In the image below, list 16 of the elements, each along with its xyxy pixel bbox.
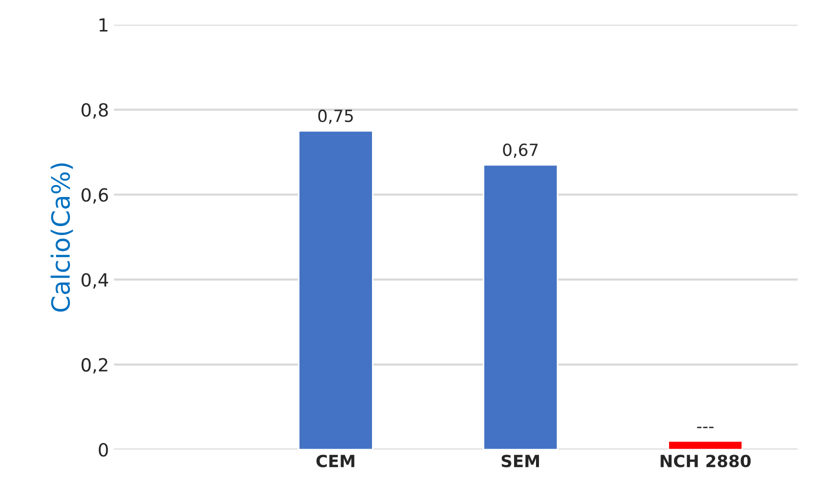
data-label: 0,67 bbox=[503, 144, 538, 158]
y-tick-label: 0 bbox=[98, 443, 108, 457]
y-tick-label: 0,6 bbox=[82, 188, 108, 204]
x-tick-label: NCH 2880 bbox=[660, 454, 751, 468]
y-axis-title: Calcio(Ca%) bbox=[50, 163, 73, 312]
x-tick-label: SEM bbox=[502, 454, 539, 468]
y-tick-label: 0,2 bbox=[82, 358, 108, 374]
bar bbox=[668, 440, 743, 450]
y-tick-label: 1 bbox=[100, 18, 108, 32]
x-tick-label: CEM bbox=[316, 454, 354, 468]
data-label: --- bbox=[697, 426, 714, 428]
y-tick-label: 0,8 bbox=[82, 103, 108, 119]
y-tick-label: 0,4 bbox=[82, 273, 108, 289]
bar bbox=[482, 164, 558, 450]
bar bbox=[298, 130, 374, 450]
data-label: 0,75 bbox=[318, 110, 353, 124]
